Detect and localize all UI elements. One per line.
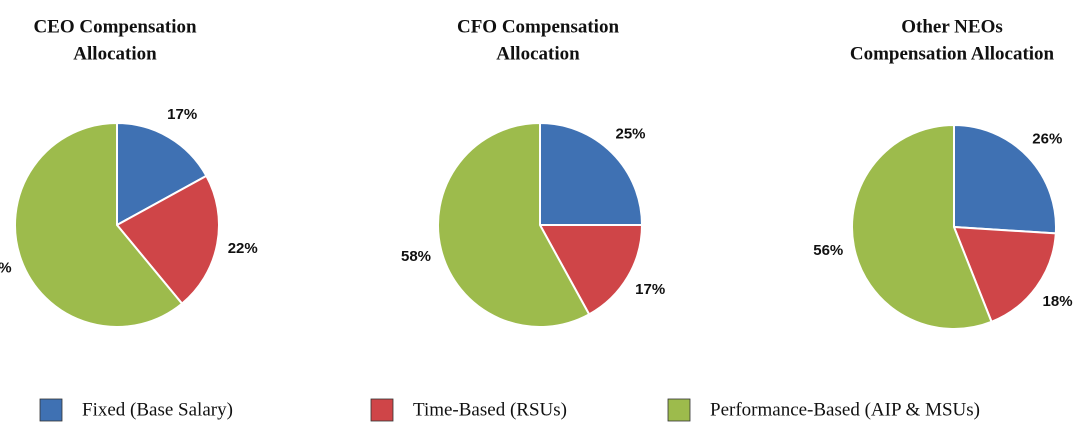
pie-slice (116, 121, 208, 227)
pie-slice (115, 174, 220, 306)
pie-slice (539, 121, 644, 226)
data-label: 17% (167, 106, 197, 123)
legend-swatch (370, 398, 394, 422)
pie-slice (851, 123, 993, 330)
pie-slice (437, 121, 591, 328)
legend-swatch (39, 398, 63, 422)
legend-swatch (667, 398, 691, 422)
data-label: 58% (401, 248, 431, 265)
data-label: 22% (228, 240, 258, 257)
pie-slice (14, 121, 184, 328)
legend-label: Fixed (Base Salary) (82, 399, 233, 420)
chart-title: CEO Compensation (33, 16, 197, 37)
data-label: 25% (615, 125, 645, 142)
chart-title: Allocation (73, 43, 157, 64)
pie-slice (538, 224, 644, 316)
data-label: 26% (1032, 130, 1062, 147)
data-label: 17% (635, 281, 665, 298)
chart-title: Allocation (496, 43, 580, 64)
data-label: 56% (813, 242, 843, 259)
legend-label: Performance-Based (AIP & MSUs) (710, 399, 980, 420)
chart-title: CFO Compensation (457, 16, 619, 37)
data-label: 61% (0, 259, 12, 276)
legend-label: Time-Based (RSUs) (413, 399, 567, 420)
chart-title: Other NEOs (901, 16, 1003, 37)
chart-title: Compensation Allocation (850, 43, 1055, 64)
data-label: 18% (1043, 293, 1073, 310)
pie-slice (953, 123, 1057, 235)
pie-slice (952, 225, 1057, 324)
